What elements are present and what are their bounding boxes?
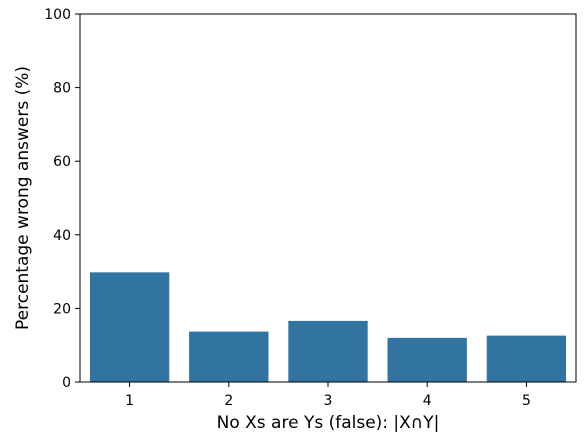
x-tick-label: 3: [324, 393, 333, 409]
bars-group: [89, 272, 567, 382]
x-tick-label: 5: [522, 393, 531, 409]
y-tick-label: 20: [53, 301, 71, 317]
y-tick-label: 0: [62, 375, 71, 391]
x-axis-label: No Xs are Ys (false): |X∩Y|: [217, 413, 440, 433]
y-tick-label: 80: [53, 81, 71, 97]
bar-4: [387, 337, 467, 382]
x-axis-ticks: 1 2 3 4 5: [125, 382, 531, 409]
y-tick-label: 40: [53, 228, 71, 244]
bar-3: [288, 320, 368, 382]
x-tick-label: 4: [423, 393, 432, 409]
plot-frame: [79, 13, 577, 383]
x-tick-label: 1: [125, 393, 134, 409]
y-axis-label: Percentage wrong answers (%): [13, 66, 33, 330]
y-tick-label: 60: [53, 154, 71, 170]
y-axis-ticks: 0 20 40 60 80 100: [44, 7, 80, 391]
bar-5: [486, 335, 567, 382]
y-tick-label: 100: [44, 7, 71, 23]
bar-2: [189, 331, 269, 382]
x-tick-label: 2: [224, 393, 233, 409]
bar-1: [89, 272, 170, 382]
